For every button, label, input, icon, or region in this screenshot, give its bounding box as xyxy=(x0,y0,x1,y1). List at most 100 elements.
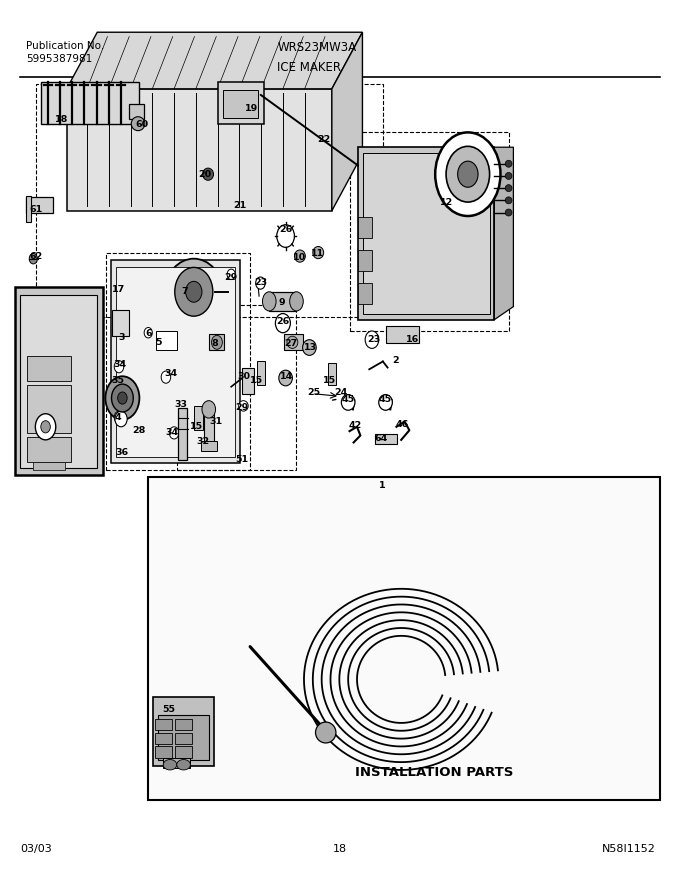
Bar xyxy=(155,733,172,744)
Text: 9: 9 xyxy=(279,298,286,307)
Ellipse shape xyxy=(239,401,248,411)
Text: 34: 34 xyxy=(165,429,179,437)
Text: 21: 21 xyxy=(233,201,247,210)
Ellipse shape xyxy=(294,250,305,262)
Ellipse shape xyxy=(446,146,490,202)
Bar xyxy=(163,758,190,768)
Bar xyxy=(112,310,129,336)
Ellipse shape xyxy=(379,395,392,410)
Ellipse shape xyxy=(303,340,316,355)
Bar xyxy=(36,84,383,317)
Bar xyxy=(155,746,172,758)
Bar xyxy=(33,462,65,470)
Text: 17: 17 xyxy=(112,285,126,294)
Bar xyxy=(328,363,336,385)
Ellipse shape xyxy=(131,117,145,131)
Ellipse shape xyxy=(35,414,56,440)
Ellipse shape xyxy=(41,421,50,433)
Ellipse shape xyxy=(505,160,512,167)
Bar xyxy=(116,267,235,457)
Text: 45: 45 xyxy=(379,395,392,404)
Text: 55: 55 xyxy=(162,706,175,714)
Text: 15: 15 xyxy=(322,376,336,385)
Ellipse shape xyxy=(262,292,276,311)
Bar xyxy=(363,153,490,314)
Ellipse shape xyxy=(365,331,379,348)
Bar xyxy=(375,434,397,444)
Text: 3: 3 xyxy=(118,333,125,341)
Text: 8: 8 xyxy=(211,339,218,348)
Text: 4: 4 xyxy=(115,413,122,422)
Bar xyxy=(350,132,509,331)
Text: 30: 30 xyxy=(237,372,250,381)
Bar xyxy=(67,89,332,211)
Ellipse shape xyxy=(313,246,324,259)
Bar xyxy=(269,292,296,311)
Text: 5: 5 xyxy=(155,338,162,347)
Text: 31: 31 xyxy=(209,417,222,426)
Text: 26: 26 xyxy=(279,226,293,234)
Bar xyxy=(153,697,214,766)
Text: 5995387981: 5995387981 xyxy=(26,54,92,64)
Text: 18: 18 xyxy=(54,115,68,124)
Text: 28: 28 xyxy=(132,426,146,435)
Ellipse shape xyxy=(458,161,478,187)
Bar xyxy=(223,90,258,118)
Bar xyxy=(194,406,203,430)
Ellipse shape xyxy=(169,427,179,439)
Ellipse shape xyxy=(505,172,512,179)
Ellipse shape xyxy=(177,760,190,770)
Text: 16: 16 xyxy=(405,335,419,344)
Text: 25: 25 xyxy=(307,388,321,397)
Bar xyxy=(175,719,192,730)
Ellipse shape xyxy=(114,411,124,423)
Ellipse shape xyxy=(505,197,512,204)
Text: 64: 64 xyxy=(375,434,388,442)
Text: 27: 27 xyxy=(284,339,298,348)
Text: 15: 15 xyxy=(250,376,263,385)
Bar xyxy=(218,82,264,124)
Bar xyxy=(175,733,192,744)
Text: 26: 26 xyxy=(276,317,290,326)
Text: 60: 60 xyxy=(135,120,148,129)
Text: 29: 29 xyxy=(224,273,238,282)
Ellipse shape xyxy=(175,267,213,316)
Text: 11: 11 xyxy=(311,249,324,258)
Bar xyxy=(358,250,372,271)
Bar xyxy=(27,437,71,462)
Text: 2: 2 xyxy=(392,356,399,365)
Text: 20: 20 xyxy=(198,170,211,179)
Bar xyxy=(26,196,31,222)
Text: 14: 14 xyxy=(279,372,293,381)
Ellipse shape xyxy=(275,314,290,333)
Text: 18: 18 xyxy=(333,844,347,854)
Bar xyxy=(106,253,250,470)
Bar xyxy=(386,326,419,343)
Bar xyxy=(175,746,192,758)
Ellipse shape xyxy=(256,277,265,289)
Ellipse shape xyxy=(186,281,202,302)
Ellipse shape xyxy=(505,209,512,216)
Bar xyxy=(201,441,217,451)
Text: WRS23MW3A: WRS23MW3A xyxy=(277,41,356,54)
Ellipse shape xyxy=(112,384,133,412)
Bar xyxy=(209,334,224,350)
Bar xyxy=(155,719,172,730)
Ellipse shape xyxy=(287,336,298,348)
Bar xyxy=(20,295,97,468)
Ellipse shape xyxy=(211,335,222,349)
Bar xyxy=(158,715,209,760)
Ellipse shape xyxy=(505,185,512,192)
Text: 10: 10 xyxy=(292,253,306,262)
Ellipse shape xyxy=(29,253,37,264)
Text: ICE MAKER: ICE MAKER xyxy=(277,61,341,74)
Text: 23: 23 xyxy=(367,335,380,344)
Ellipse shape xyxy=(277,225,294,247)
Text: 22: 22 xyxy=(317,135,330,144)
Ellipse shape xyxy=(114,361,124,373)
Bar xyxy=(177,305,296,470)
Bar xyxy=(111,260,240,463)
Text: 7: 7 xyxy=(181,287,188,296)
Text: 03/03: 03/03 xyxy=(20,844,52,854)
Text: 33: 33 xyxy=(174,400,188,408)
